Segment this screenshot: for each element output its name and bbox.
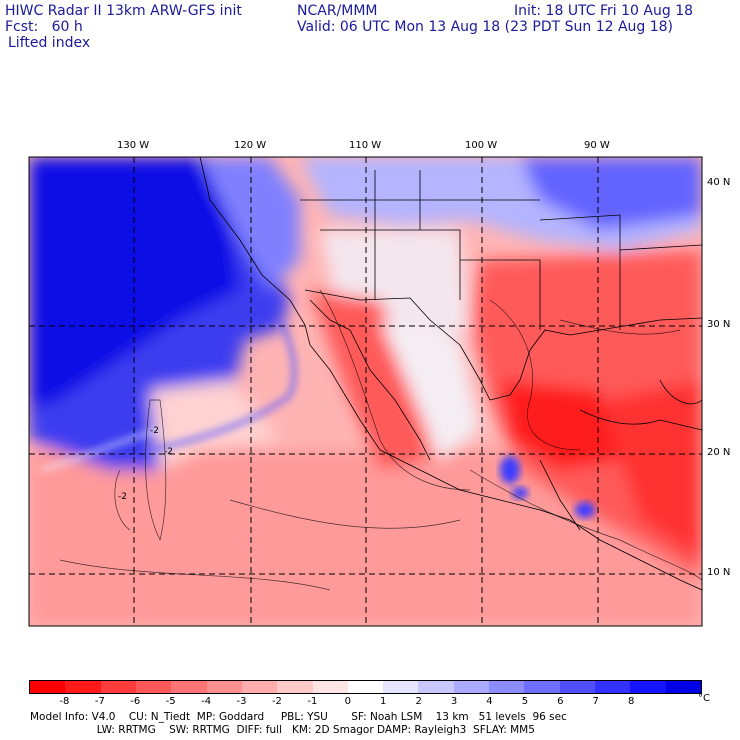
lat-label-30n: 30 N — [707, 319, 731, 330]
contour-label: -2 — [150, 426, 159, 436]
stable-filament — [149, 318, 297, 453]
model-info-line2: LW: RRTMG SW: RRTMG DIFF: full KM: 2D Sm… — [30, 724, 535, 736]
colorbar-tick-label: -4 — [201, 696, 212, 707]
stable-spot-1 — [500, 456, 520, 484]
colorbar-unit: °C — [698, 693, 710, 704]
caribbean-unstable — [600, 380, 702, 560]
colorbar-swatch — [559, 681, 595, 693]
colorbar-tick-label: -5 — [165, 696, 176, 707]
colorbar-tick-label: 8 — [627, 696, 635, 707]
colorbar-swatch — [489, 681, 525, 693]
stable-spot-2 — [512, 487, 528, 499]
title-center: NCAR/MMM — [297, 3, 378, 19]
colorbar-swatch — [65, 681, 101, 693]
colorbar-swatch — [665, 681, 701, 693]
colorbar-swatch — [171, 681, 207, 693]
colorbar-swatch — [30, 681, 66, 693]
colorbar-swatch — [418, 681, 454, 693]
contour-label: -2 — [118, 492, 127, 502]
colorbar-tick-label: 4 — [486, 696, 493, 707]
colorbar-swatch — [347, 681, 384, 693]
colorbar-tick-label: 5 — [521, 696, 529, 707]
forecast-hour: Fcst: 60 h — [5, 19, 83, 35]
stable-spot-3 — [575, 502, 595, 518]
colorbar-tick-label: -1 — [307, 696, 318, 707]
colorbar-tick-label: -2 — [271, 696, 282, 707]
mexico-plateau-neutral — [380, 320, 480, 460]
great-lakes-stable — [520, 157, 702, 230]
colorbar-swatch — [312, 681, 348, 693]
lat-label-20n: 20 N — [707, 447, 731, 458]
contour-lines — [59, 289, 702, 591]
colorbar-swatch — [595, 681, 631, 693]
field-name: Lifted index — [8, 35, 91, 51]
lon-label-90w: 90 W — [584, 140, 610, 151]
colorbar-swatch — [277, 681, 313, 693]
map-frame — [28, 156, 703, 627]
pacific-deep-stable — [29, 157, 240, 410]
colorbar-tick-label: -8 — [59, 696, 70, 707]
colorbar-swatch — [135, 681, 172, 693]
colorbar-swatch — [241, 681, 278, 693]
lat-label-40n: 40 N — [707, 177, 731, 188]
graticule — [29, 157, 702, 626]
lat-label-10n: 10 N — [707, 567, 731, 578]
california-stable — [200, 157, 300, 290]
contour-label: -2 — [164, 447, 173, 457]
colorbar-tick-label: 1 — [380, 696, 387, 707]
gulf-strong-unstable — [500, 380, 620, 470]
boundaries — [199, 157, 702, 591]
colorbar-swatch — [524, 681, 560, 693]
colorbar-tick-label: -6 — [130, 696, 141, 707]
colorbar-tick-label: 6 — [557, 696, 564, 707]
lon-label-120w: 120 W — [234, 140, 267, 151]
eastern-pacific-neutral — [150, 380, 280, 470]
colorbar-tick-label: 7 — [592, 696, 599, 707]
colorbar-tick-label: -7 — [94, 696, 105, 707]
mexico-west-unstable — [310, 290, 430, 470]
lon-label-130w: 130 W — [117, 140, 150, 151]
lon-label-110w: 110 W — [349, 140, 382, 151]
colorbar-tick-label: 2 — [415, 696, 422, 707]
model-info-line1: Model Info: V4.0 CU: N_Tiedt MP: Goddard… — [30, 711, 567, 723]
colorbar-swatch — [630, 681, 666, 693]
init-time: Init: 18 UTC Fri 10 Aug 18 — [514, 3, 694, 19]
title-left: HIWC Radar II 13km ARW-GFS init — [5, 3, 242, 19]
colorbar-swatch — [206, 681, 242, 693]
valid-time: Valid: 06 UTC Mon 13 Aug 18 (23 PDT Sun … — [297, 19, 674, 35]
colorbar-swatch — [453, 681, 490, 693]
colorbar-tick-label: 3 — [450, 696, 458, 707]
colorbar-tick-label: 0 — [344, 696, 351, 707]
colorbar-swatch — [100, 681, 136, 693]
colorbar — [29, 680, 702, 694]
lon-label-100w: 100 W — [465, 140, 498, 151]
colorbar-tick-label: -3 — [236, 696, 247, 707]
colorbar-swatch — [383, 681, 419, 693]
